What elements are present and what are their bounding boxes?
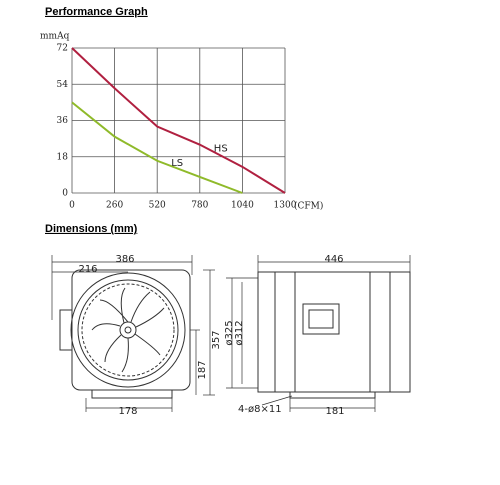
- dimension-label: 357: [211, 330, 222, 349]
- section-title: Performance Graph: [45, 6, 148, 18]
- dimension-label: ø312: [234, 320, 245, 345]
- dimension-label: ø325: [224, 320, 235, 345]
- dimension-label: 181: [325, 406, 344, 417]
- dimension-label: 386: [115, 254, 134, 265]
- series-line: [71, 47, 286, 194]
- y-axis-label: mmAq: [40, 32, 70, 42]
- y-tick-label: 54: [57, 80, 69, 90]
- dimension-label: 446: [324, 254, 343, 265]
- x-tick-label: 1300: [274, 201, 297, 211]
- x-tick-label: 0: [69, 201, 75, 211]
- series-label: HS: [214, 144, 228, 155]
- x-tick-label: 780: [191, 201, 208, 211]
- dimension-label: 187: [197, 360, 208, 379]
- section-title: Dimensions (mm): [45, 223, 138, 235]
- series-label: LS: [171, 158, 183, 169]
- x-tick-label: 1040: [231, 201, 254, 211]
- dimension-label: 178: [118, 406, 137, 417]
- side-view: [226, 255, 411, 412]
- series-line: [71, 101, 243, 194]
- front-view: [51, 255, 215, 412]
- y-tick-label: 0: [62, 189, 68, 199]
- y-tick-label: 72: [57, 44, 68, 54]
- y-tick-label: 18: [57, 152, 69, 162]
- x-tick-label: 520: [149, 201, 166, 211]
- x-axis-label: (CFM): [294, 201, 323, 212]
- x-tick-label: 260: [106, 201, 123, 211]
- y-tick-label: 36: [57, 116, 69, 126]
- dimension-label: 4-ø8×11: [238, 404, 282, 415]
- dimension-label: 216: [78, 264, 97, 275]
